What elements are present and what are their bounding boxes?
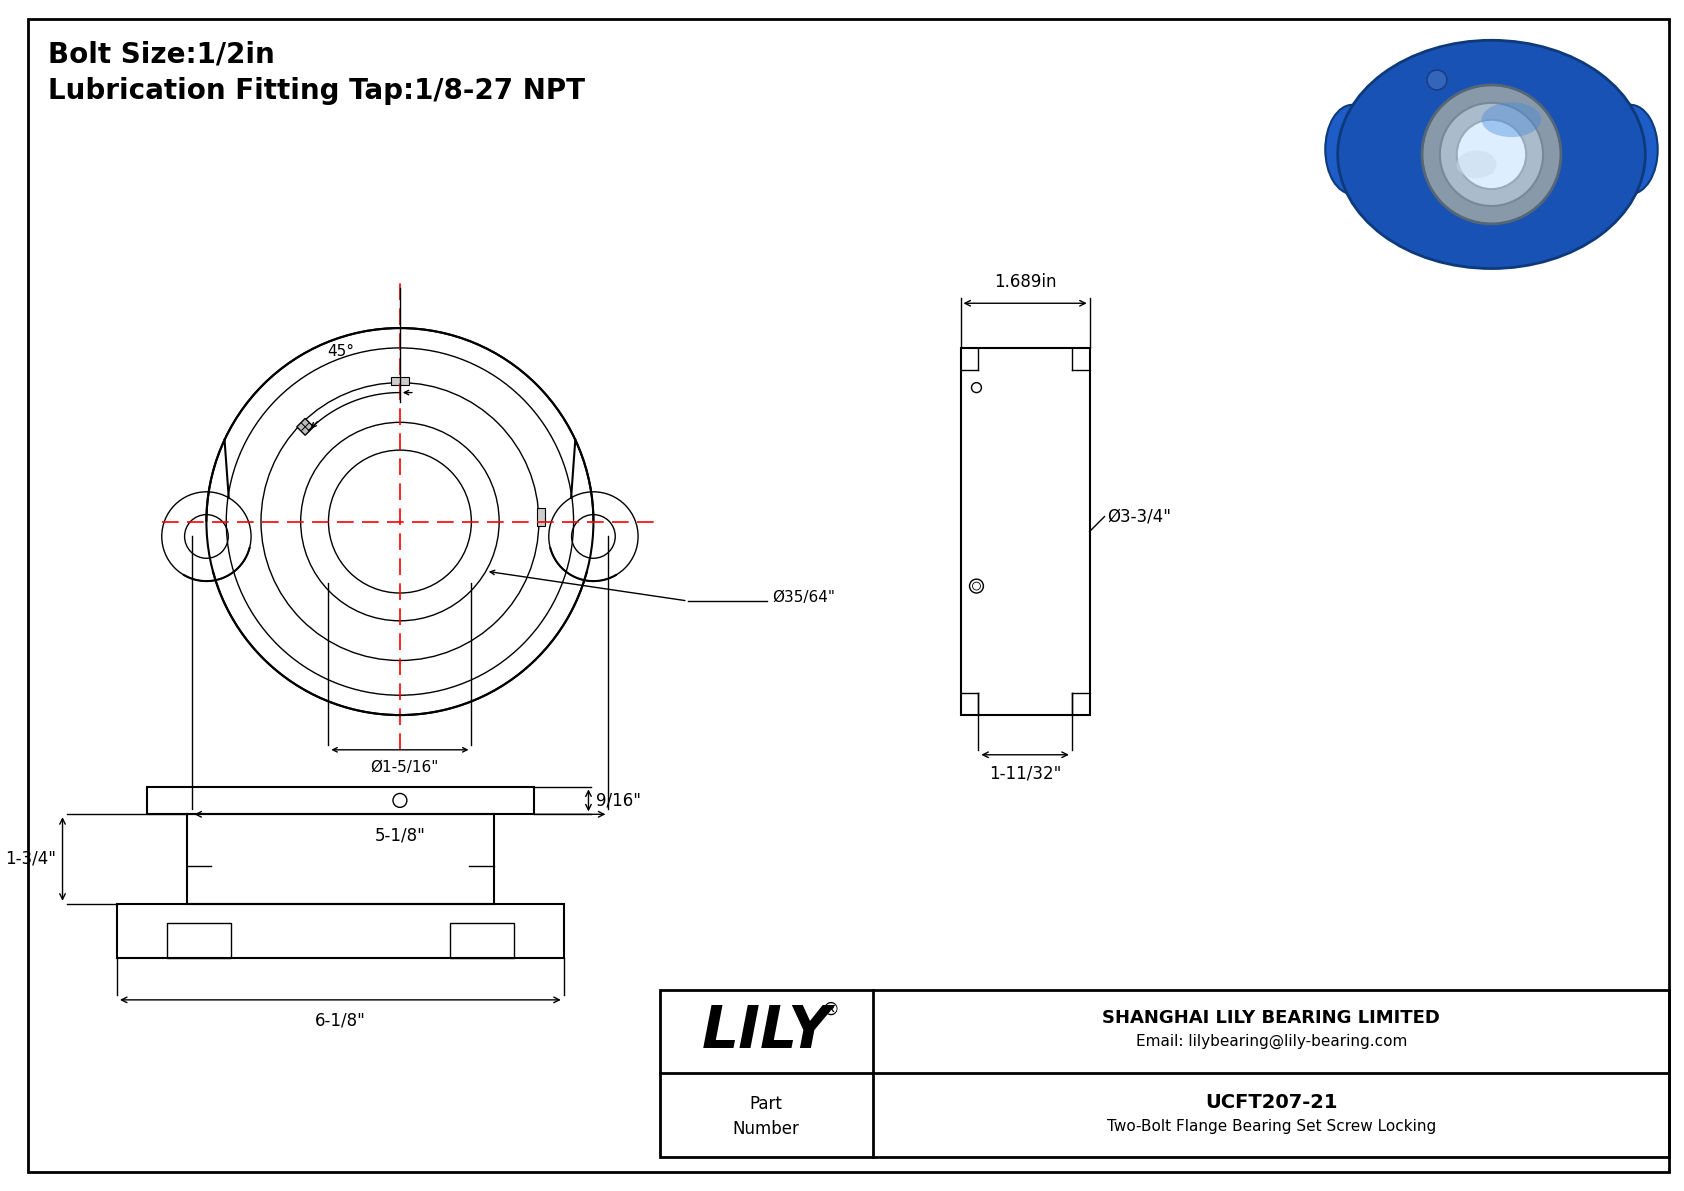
- Bar: [147, 786, 534, 815]
- Text: Part
Number: Part Number: [733, 1096, 800, 1139]
- Text: LILY: LILY: [702, 1003, 830, 1060]
- Circle shape: [1440, 102, 1543, 206]
- Bar: [660, 990, 1669, 1156]
- Ellipse shape: [1325, 105, 1379, 194]
- Text: Lubrication Fitting Tap:1/8-27 NPT: Lubrication Fitting Tap:1/8-27 NPT: [47, 77, 584, 105]
- Bar: [167, 923, 231, 959]
- Text: 1.689in: 1.689in: [994, 274, 1056, 292]
- Circle shape: [1421, 85, 1561, 224]
- Bar: [450, 923, 514, 959]
- Text: Email: lilybearing@lily-bearing.com: Email: lilybearing@lily-bearing.com: [1135, 1034, 1406, 1049]
- Text: Ø3-3/4": Ø3-3/4": [1108, 507, 1172, 525]
- Text: 1-3/4": 1-3/4": [5, 850, 57, 868]
- Text: 45°: 45°: [327, 344, 354, 360]
- Bar: [391, 376, 409, 385]
- Ellipse shape: [1482, 102, 1541, 137]
- Text: Ø35/64": Ø35/64": [771, 591, 835, 605]
- Ellipse shape: [1337, 40, 1645, 268]
- Text: 9/16": 9/16": [596, 791, 642, 810]
- Text: SHANGHAI LILY BEARING LIMITED: SHANGHAI LILY BEARING LIMITED: [1103, 1009, 1440, 1027]
- Bar: [537, 507, 546, 525]
- Bar: [960, 348, 1090, 715]
- Text: 1-11/32": 1-11/32": [989, 765, 1061, 782]
- Text: 6-1/8": 6-1/8": [315, 1012, 365, 1030]
- Text: Two-Bolt Flange Bearing Set Screw Locking: Two-Bolt Flange Bearing Set Screw Lockin…: [1106, 1120, 1436, 1134]
- Polygon shape: [296, 418, 313, 435]
- Text: ®: ®: [822, 1000, 840, 1018]
- Text: Bolt Size:1/2in: Bolt Size:1/2in: [47, 40, 274, 68]
- Bar: [187, 815, 493, 904]
- Circle shape: [1426, 70, 1447, 89]
- Ellipse shape: [1603, 105, 1657, 194]
- Ellipse shape: [1457, 150, 1497, 179]
- Bar: [118, 904, 564, 959]
- Circle shape: [1457, 119, 1526, 189]
- Text: 5-1/8": 5-1/8": [374, 827, 426, 844]
- Text: UCFT207-21: UCFT207-21: [1206, 1092, 1337, 1111]
- Text: Ø1-5/16": Ø1-5/16": [370, 760, 440, 774]
